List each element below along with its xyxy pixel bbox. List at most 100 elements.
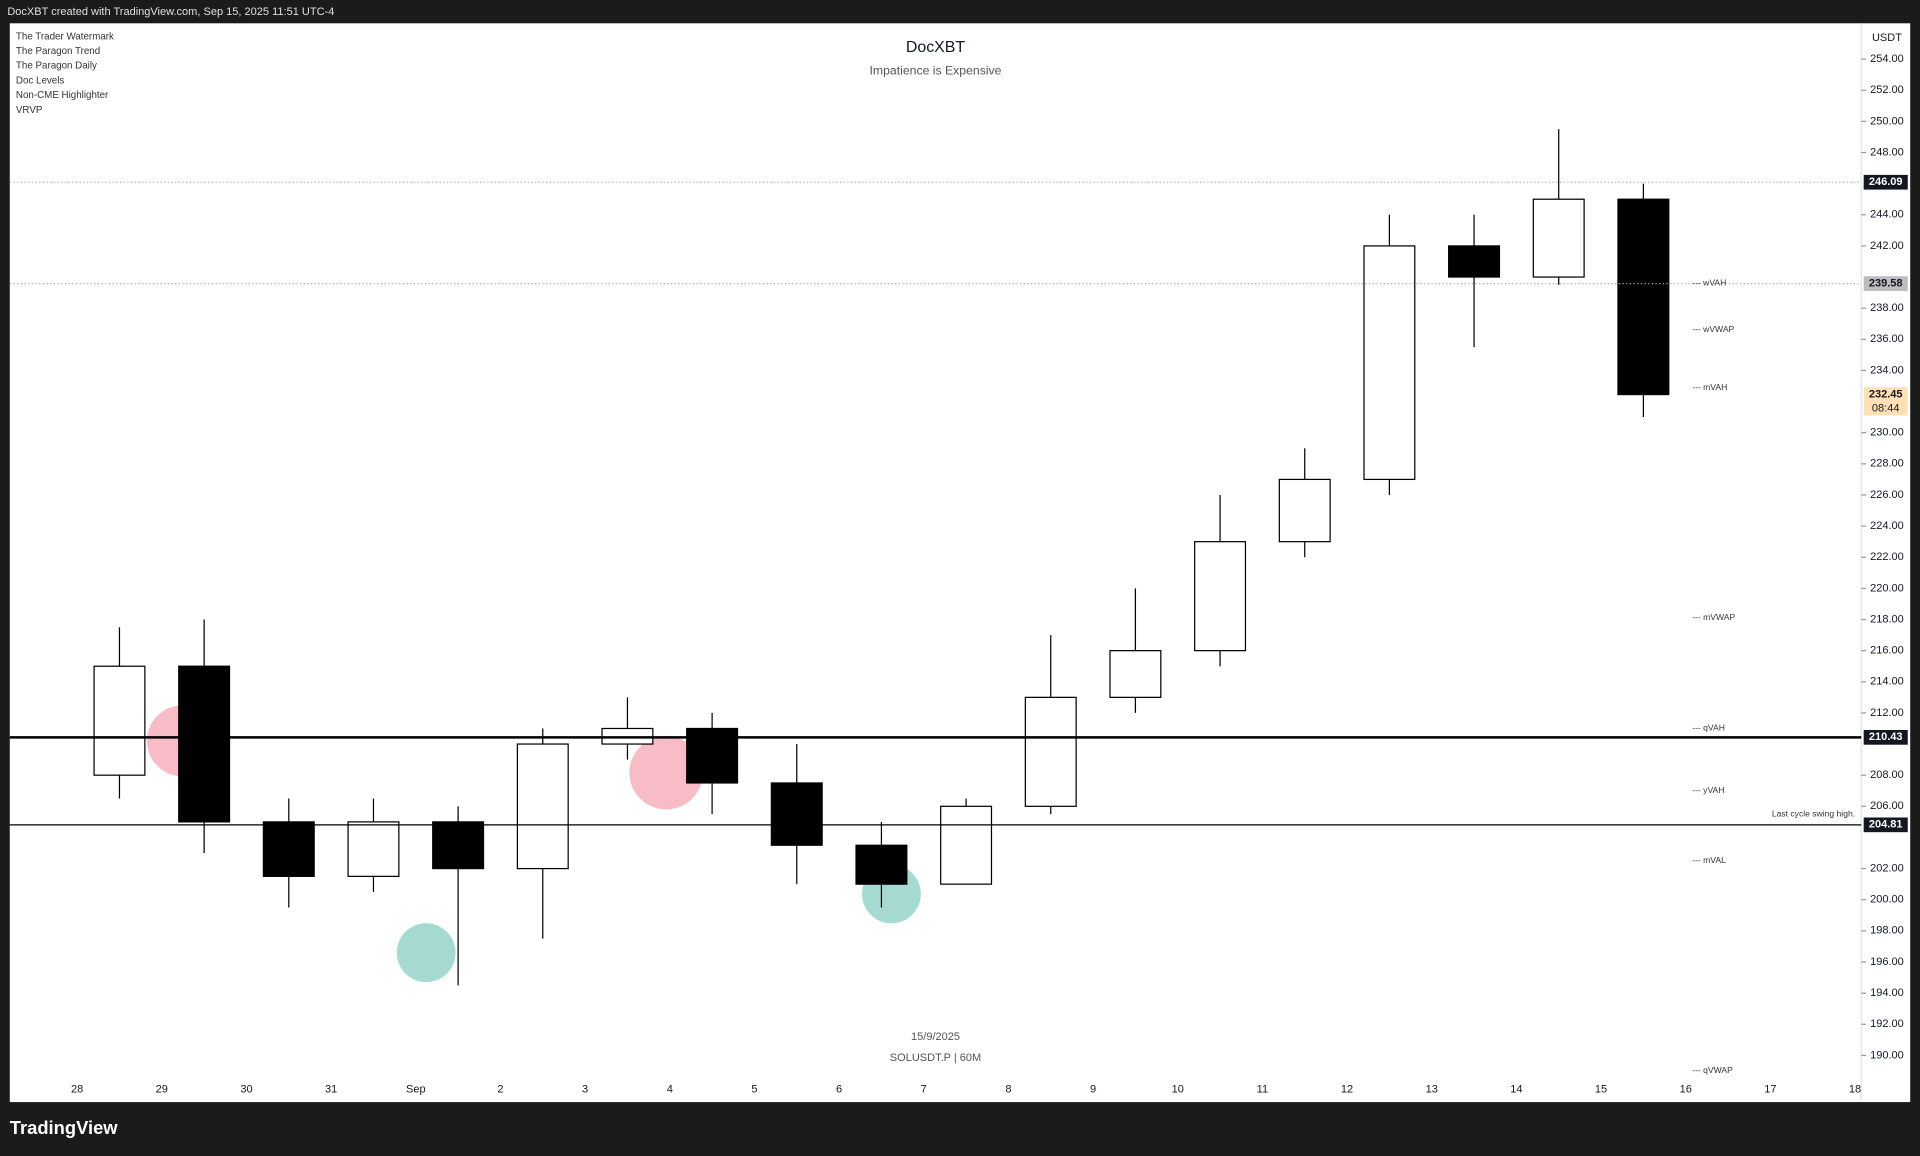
y-tick-label: 244.00	[1870, 209, 1904, 221]
price-tag-label: 246.09	[1869, 176, 1903, 188]
date-label: 15/9/2025	[911, 1031, 960, 1043]
y-tick-label: 222.00	[1870, 551, 1904, 563]
indicator-name: Doc Levels	[16, 75, 64, 86]
price-tag	[1863, 730, 1908, 745]
y-tick-label: 208.00	[1870, 769, 1904, 781]
x-tick-label: 8	[1005, 1084, 1011, 1096]
y-tick-label: 224.00	[1870, 520, 1904, 532]
price-tag-label: 239.58	[1869, 277, 1903, 289]
candle-body	[347, 821, 400, 877]
candle-body	[178, 665, 231, 823]
candle-body	[940, 805, 993, 885]
x-tick-label: 18	[1849, 1084, 1861, 1096]
y-tick-label: 238.00	[1870, 302, 1904, 314]
y-tick-label: 236.00	[1870, 333, 1904, 345]
level-annotation: Last cycle swing high.	[1772, 808, 1855, 818]
y-tick-label: 226.00	[1870, 489, 1904, 501]
candle-body	[1532, 198, 1585, 278]
header-text: DocXBT created with TradingView.com, Sep…	[7, 6, 334, 18]
indicator-name: The Trader Watermark	[16, 31, 114, 42]
price-tag	[1863, 387, 1908, 402]
x-tick-label: 15	[1595, 1084, 1607, 1096]
y-tick-label: 196.00	[1870, 956, 1904, 968]
level-annotation: --- yVAH	[1692, 785, 1724, 795]
candle-body	[432, 821, 485, 870]
chart-title: DocXBT	[906, 39, 966, 56]
x-tick-label: 10	[1172, 1084, 1184, 1096]
candle-body	[516, 743, 569, 870]
level-annotation: --- mVWAP	[1692, 612, 1735, 622]
candle-body	[1278, 478, 1331, 543]
y-tick-label: 212.00	[1870, 707, 1904, 719]
candle-body	[855, 844, 908, 885]
level-annotation: --- qVWAP	[1692, 1065, 1733, 1075]
price-tag	[1863, 276, 1908, 291]
y-tick-label: 228.00	[1870, 458, 1904, 470]
x-tick-label: 12	[1341, 1084, 1353, 1096]
level-annotation: --- wVWAP	[1692, 324, 1734, 334]
candle-body	[1448, 245, 1501, 278]
candle-body	[1363, 245, 1416, 481]
level-annotation: --- mVAL	[1692, 855, 1726, 865]
price-tag	[1863, 817, 1908, 833]
y-tick-label: 200.00	[1870, 894, 1904, 906]
x-tick-label: 29	[156, 1084, 168, 1096]
indicator-name: The Paragon Daily	[16, 61, 97, 72]
candle-body	[1194, 541, 1247, 652]
y-tick-label: 252.00	[1870, 84, 1904, 96]
x-tick-label: 31	[325, 1084, 337, 1096]
candle-body	[262, 821, 315, 877]
level-annotation: --- wVAH	[1692, 278, 1726, 288]
y-tick-label: 190.00	[1870, 1049, 1904, 1061]
level-annotation: --- mVAH	[1692, 382, 1727, 392]
chart-subtitle: Impatience is Expensive	[870, 63, 1002, 77]
countdown-bg	[1863, 401, 1908, 416]
highlight-circle	[629, 735, 703, 810]
x-tick-label: Sep	[406, 1084, 426, 1096]
candle-body	[1109, 650, 1162, 698]
candle-body	[93, 665, 146, 776]
y-tick-label: 202.00	[1870, 862, 1904, 874]
candle-body	[770, 782, 823, 846]
x-tick-label: 7	[921, 1084, 927, 1096]
candle-body	[1024, 696, 1077, 807]
y-tick-label: 242.00	[1870, 240, 1904, 252]
x-tick-label: 28	[71, 1084, 83, 1096]
level-annotation: --- qVAH	[1692, 723, 1725, 733]
x-tick-label: 30	[240, 1084, 252, 1096]
price-tag-label: 210.43	[1869, 731, 1903, 743]
x-tick-label: 13	[1426, 1084, 1438, 1096]
x-tick-label: 16	[1680, 1084, 1692, 1096]
y-tick-label: 206.00	[1870, 800, 1904, 812]
y-tick-label: 254.00	[1870, 53, 1904, 65]
indicator-name: VRVP	[16, 105, 43, 116]
y-tick-label: 248.00	[1870, 146, 1904, 158]
price-tag	[1863, 174, 1908, 190]
symbol: SOLUSDT.P | 60M	[890, 1052, 981, 1064]
y-tick-label: 198.00	[1870, 925, 1904, 937]
x-tick-label: 14	[1510, 1084, 1522, 1096]
x-tick-label: 9	[1090, 1084, 1096, 1096]
y-tick-label: 194.00	[1870, 987, 1904, 999]
chart-area	[9, 23, 1911, 1103]
price-tag-label: 204.81	[1869, 819, 1903, 831]
x-tick-label: 2	[497, 1084, 503, 1096]
y-tick-label: 220.00	[1870, 582, 1904, 594]
y-tick-label: 192.00	[1870, 1018, 1904, 1030]
candle-body	[1617, 198, 1670, 396]
x-tick-label: 5	[751, 1084, 757, 1096]
indicator-name: The Paragon Trend	[16, 46, 100, 57]
footer-logo: TradingView	[10, 1117, 119, 1138]
highlight-circle	[396, 923, 456, 983]
currency: USDT	[1872, 32, 1902, 44]
indicator-name: Non-CME Highlighter	[16, 90, 109, 101]
x-tick-label: 6	[836, 1084, 842, 1096]
y-tick-label: 218.00	[1870, 613, 1904, 625]
y-tick-label: 216.00	[1870, 645, 1904, 657]
countdown: 08:44	[1872, 403, 1900, 415]
x-tick-label: 4	[667, 1084, 673, 1096]
x-tick-label: 3	[582, 1084, 588, 1096]
y-tick-label: 214.00	[1870, 676, 1904, 688]
